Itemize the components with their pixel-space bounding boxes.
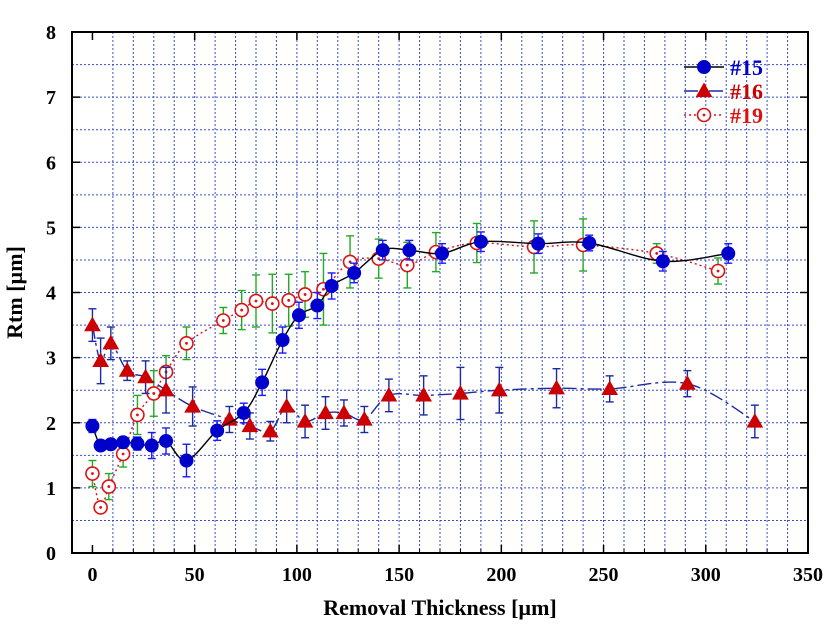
data-point <box>296 412 314 428</box>
data-point <box>159 433 174 448</box>
x-tick-label: 0 <box>87 564 97 586</box>
data-point-dot <box>270 302 274 305</box>
data-point <box>278 397 296 413</box>
data-point-dot <box>107 485 111 488</box>
series-16 <box>84 308 764 442</box>
data-point <box>375 243 390 258</box>
data-point-dot <box>716 269 720 273</box>
x-tick-label: 350 <box>793 564 823 586</box>
data-point <box>582 236 597 251</box>
legend-label-19: #19 <box>730 103 763 128</box>
data-point <box>473 234 488 249</box>
data-point-dot <box>121 452 125 456</box>
x-axis-title: Removal Thickness [µm] <box>323 595 557 620</box>
x-tick-label: 250 <box>589 564 619 586</box>
data-point <box>291 308 306 323</box>
legend-label-16: #16 <box>730 79 763 104</box>
data-point <box>402 243 417 258</box>
data-point <box>548 379 565 395</box>
data-point <box>452 384 469 400</box>
data-point-dot <box>221 319 225 322</box>
data-point-dot <box>303 293 307 296</box>
data-point <box>144 438 159 453</box>
y-tick-label: 6 <box>46 152 56 174</box>
y-tick-label: 2 <box>46 413 56 435</box>
y-tick-label: 4 <box>46 283 56 305</box>
y-axis-title: Rtm [µm] <box>2 246 27 339</box>
data-point <box>310 298 325 313</box>
axes: 0 50 100 150 200 250 300 350 0 1 2 3 4 5 6 7 8 <box>46 22 823 586</box>
grid-lines <box>72 32 808 553</box>
data-point-dot <box>405 263 409 267</box>
y-tick-label: 8 <box>46 22 56 44</box>
data-point <box>118 362 136 377</box>
legend-marker-19-dot <box>702 113 706 117</box>
data-point <box>255 375 270 390</box>
data-point <box>84 316 101 332</box>
x-tick-label: 50 <box>185 564 205 586</box>
data-point <box>275 333 290 348</box>
data-point <box>721 246 736 261</box>
legend-marker-16 <box>695 82 713 98</box>
data-point <box>746 412 764 428</box>
data-point <box>679 375 696 390</box>
data-point-dot <box>287 298 291 302</box>
data-point-dot <box>136 413 139 417</box>
y-tick-label: 5 <box>46 217 56 239</box>
data-point <box>531 236 546 251</box>
y-tick-label: 1 <box>46 478 56 500</box>
data-point <box>490 381 508 397</box>
series-line-19 <box>91 242 719 509</box>
x-tick-label: 200 <box>486 564 516 586</box>
x-tick-label: 100 <box>282 564 312 586</box>
y-tick-label: 0 <box>46 543 56 565</box>
series-line-15 <box>91 240 729 462</box>
data-point-dot <box>99 506 103 509</box>
legend-marker-15 <box>697 60 711 74</box>
series-layer <box>84 218 764 515</box>
data-point <box>601 380 619 396</box>
series-15 <box>85 231 736 478</box>
data-point <box>179 453 194 468</box>
data-point <box>130 436 145 451</box>
data-point-dot <box>254 299 258 303</box>
data-point <box>241 417 259 433</box>
data-point <box>324 278 339 293</box>
legend: #15#16#19 <box>684 55 763 128</box>
data-point <box>102 334 120 350</box>
data-point <box>157 381 175 397</box>
data-point <box>335 404 353 420</box>
data-point-dot <box>240 308 244 312</box>
data-point <box>655 254 670 269</box>
data-point <box>184 397 201 413</box>
data-point <box>221 410 238 426</box>
data-point <box>435 246 450 261</box>
series-19 <box>85 218 726 515</box>
x-tick-label: 300 <box>691 564 721 586</box>
data-point-dot <box>91 472 94 475</box>
data-point <box>85 419 100 434</box>
data-point-dot <box>152 392 156 395</box>
data-point <box>116 435 131 450</box>
data-point <box>317 404 334 420</box>
data-point <box>415 386 433 402</box>
data-point <box>355 410 373 426</box>
y-tick-label: 3 <box>46 348 56 370</box>
legend-label-15: #15 <box>730 55 763 80</box>
data-point <box>103 437 118 452</box>
data-point-dot <box>655 252 659 255</box>
data-point <box>92 352 109 368</box>
data-point <box>137 368 154 384</box>
data-point <box>347 265 362 280</box>
x-tick-label: 150 <box>384 564 414 586</box>
y-tick-label: 7 <box>46 87 56 109</box>
data-point-dot <box>185 341 188 345</box>
data-point-dot <box>322 287 325 291</box>
data-point <box>236 405 251 420</box>
data-point <box>261 422 279 438</box>
data-point <box>380 386 398 402</box>
data-point <box>210 423 225 438</box>
